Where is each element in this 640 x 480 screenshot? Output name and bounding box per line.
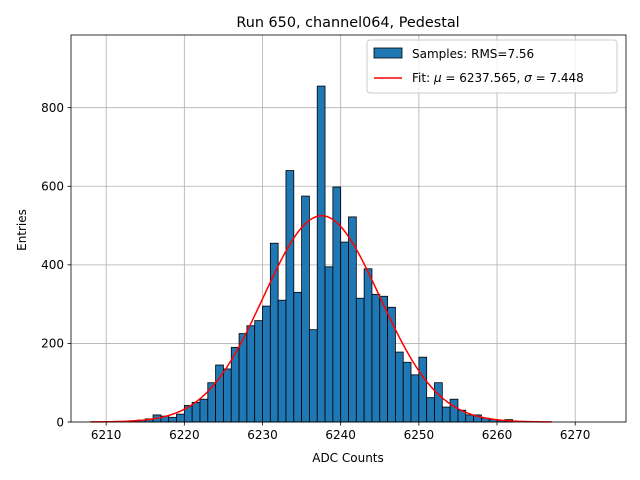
legend-histogram-swatch: [373, 47, 403, 59]
histogram-bar: [262, 305, 271, 423]
histogram-bar: [395, 351, 404, 423]
x-tick-label: 6240: [325, 428, 356, 442]
legend-box: [366, 39, 618, 94]
histogram-bar: [269, 242, 279, 423]
histogram-bar: [199, 398, 209, 423]
histogram-bar: [207, 382, 217, 423]
x-tick-label: 6260: [482, 428, 513, 442]
legend-fit-mu-text: = 6237.565,: [442, 71, 525, 85]
histogram-bar: [340, 241, 349, 423]
plot-frame: [70, 34, 627, 423]
histogram-bar: [363, 268, 373, 423]
histogram-bar: [465, 414, 474, 423]
fit-curve-layer: [90, 214, 552, 423]
histogram-bar: [434, 382, 443, 423]
histogram-bar: [254, 320, 263, 423]
histogram-bar: [301, 195, 310, 423]
histogram-bar: [371, 293, 381, 423]
histogram-bar: [441, 406, 451, 423]
x-tick-label: 6220: [169, 428, 200, 442]
histogram-bar: [410, 374, 420, 423]
histogram-bar: [309, 329, 318, 423]
histogram-bar: [379, 295, 388, 423]
x-axis-label: ADC Counts: [312, 451, 384, 465]
histogram-bar: [238, 333, 248, 423]
histogram-bars: [129, 85, 514, 423]
histogram-bar: [426, 397, 435, 423]
legend-fit-sigma-symbol: σ: [524, 71, 532, 85]
y-axis-label: Entries: [15, 209, 29, 251]
axis-ticks: 6210 6220 6230 6240 6250 6260 6270 0 200 400 600 80…: [41, 101, 590, 442]
legend: Samples: RMS=7.56 Fit: μ = 6237.565, σ =…: [366, 39, 618, 94]
histogram-bar: [176, 413, 185, 423]
legend-fit-sigma-text: = 7.448: [532, 71, 584, 85]
x-tick-label: 6210: [91, 428, 122, 442]
y-tick-label: 800: [41, 101, 64, 115]
histogram-bar: [223, 368, 232, 423]
x-tick-label: 6270: [560, 428, 591, 442]
histogram-bar: [387, 306, 396, 423]
histogram-bar: [293, 291, 302, 423]
legend-histogram-label: Samples: RMS=7.56: [412, 47, 534, 61]
fit-curve: [90, 214, 552, 423]
histogram-bar: [355, 297, 365, 423]
y-tick-label: 600: [41, 180, 64, 194]
histogram-bar: [449, 398, 459, 423]
x-tick-label: 6230: [247, 428, 278, 442]
y-tick-label: 0: [56, 415, 64, 429]
histogram-bar: [168, 416, 177, 423]
histogram-bar: [191, 401, 201, 423]
histogram-bar: [285, 170, 295, 423]
histogram-bar: [418, 356, 428, 423]
legend-fit-prefix: Fit:: [412, 71, 434, 85]
legend-fit-mu-symbol: μ: [433, 71, 442, 85]
histogram-bar: [324, 266, 334, 423]
histogram-bar: [277, 299, 287, 423]
x-tick-label: 6250: [404, 428, 435, 442]
chart-title: Run 650, channel064, Pedestal: [236, 15, 459, 31]
y-tick-label: 400: [41, 258, 64, 272]
histogram-bar: [402, 361, 412, 423]
histogram-bar: [316, 85, 326, 423]
histogram-bar: [246, 325, 256, 423]
legend-fit-label: Fit: μ = 6237.565, σ = 7.448: [412, 71, 584, 85]
y-tick-label: 200: [41, 337, 64, 351]
